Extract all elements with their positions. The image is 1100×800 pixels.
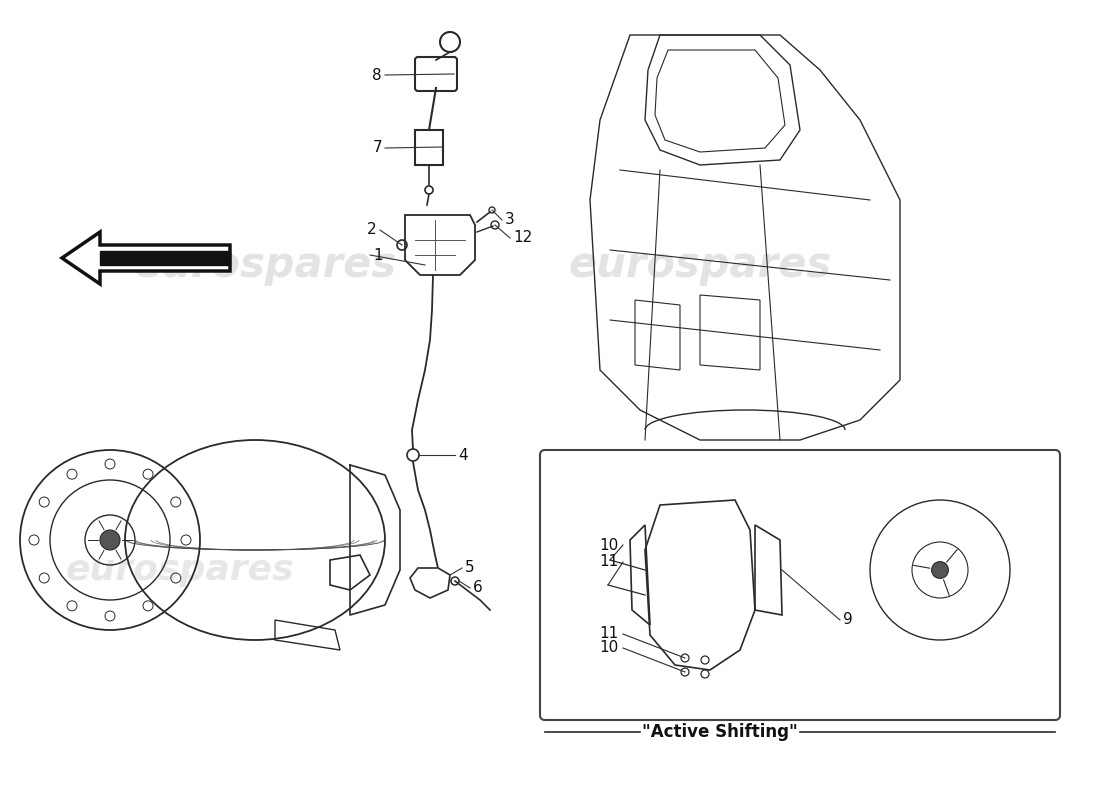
FancyBboxPatch shape — [415, 130, 443, 165]
Text: eurospares: eurospares — [585, 553, 814, 587]
Text: 9: 9 — [843, 613, 852, 627]
Text: eurospares: eurospares — [569, 244, 832, 286]
Text: "Active Shifting": "Active Shifting" — [642, 723, 798, 741]
Polygon shape — [100, 251, 230, 265]
Text: eurospares: eurospares — [66, 553, 295, 587]
Text: 10: 10 — [600, 538, 619, 553]
Text: 7: 7 — [373, 141, 382, 155]
Circle shape — [407, 449, 419, 461]
Polygon shape — [405, 215, 475, 275]
Text: 4: 4 — [458, 447, 468, 462]
Text: 3: 3 — [505, 213, 515, 227]
FancyBboxPatch shape — [415, 57, 456, 91]
Text: 2: 2 — [367, 222, 377, 238]
Text: 8: 8 — [373, 67, 382, 82]
Text: 11: 11 — [600, 554, 619, 570]
FancyBboxPatch shape — [540, 450, 1060, 720]
Text: 5: 5 — [465, 561, 474, 575]
Text: 11: 11 — [600, 626, 619, 642]
Circle shape — [932, 562, 948, 578]
Text: 12: 12 — [513, 230, 532, 246]
Polygon shape — [410, 568, 450, 598]
Text: 10: 10 — [600, 641, 619, 655]
Circle shape — [100, 530, 120, 550]
Polygon shape — [62, 232, 230, 284]
Text: 1: 1 — [373, 247, 383, 262]
Text: 6: 6 — [473, 581, 483, 595]
Text: eurospares: eurospares — [133, 244, 397, 286]
